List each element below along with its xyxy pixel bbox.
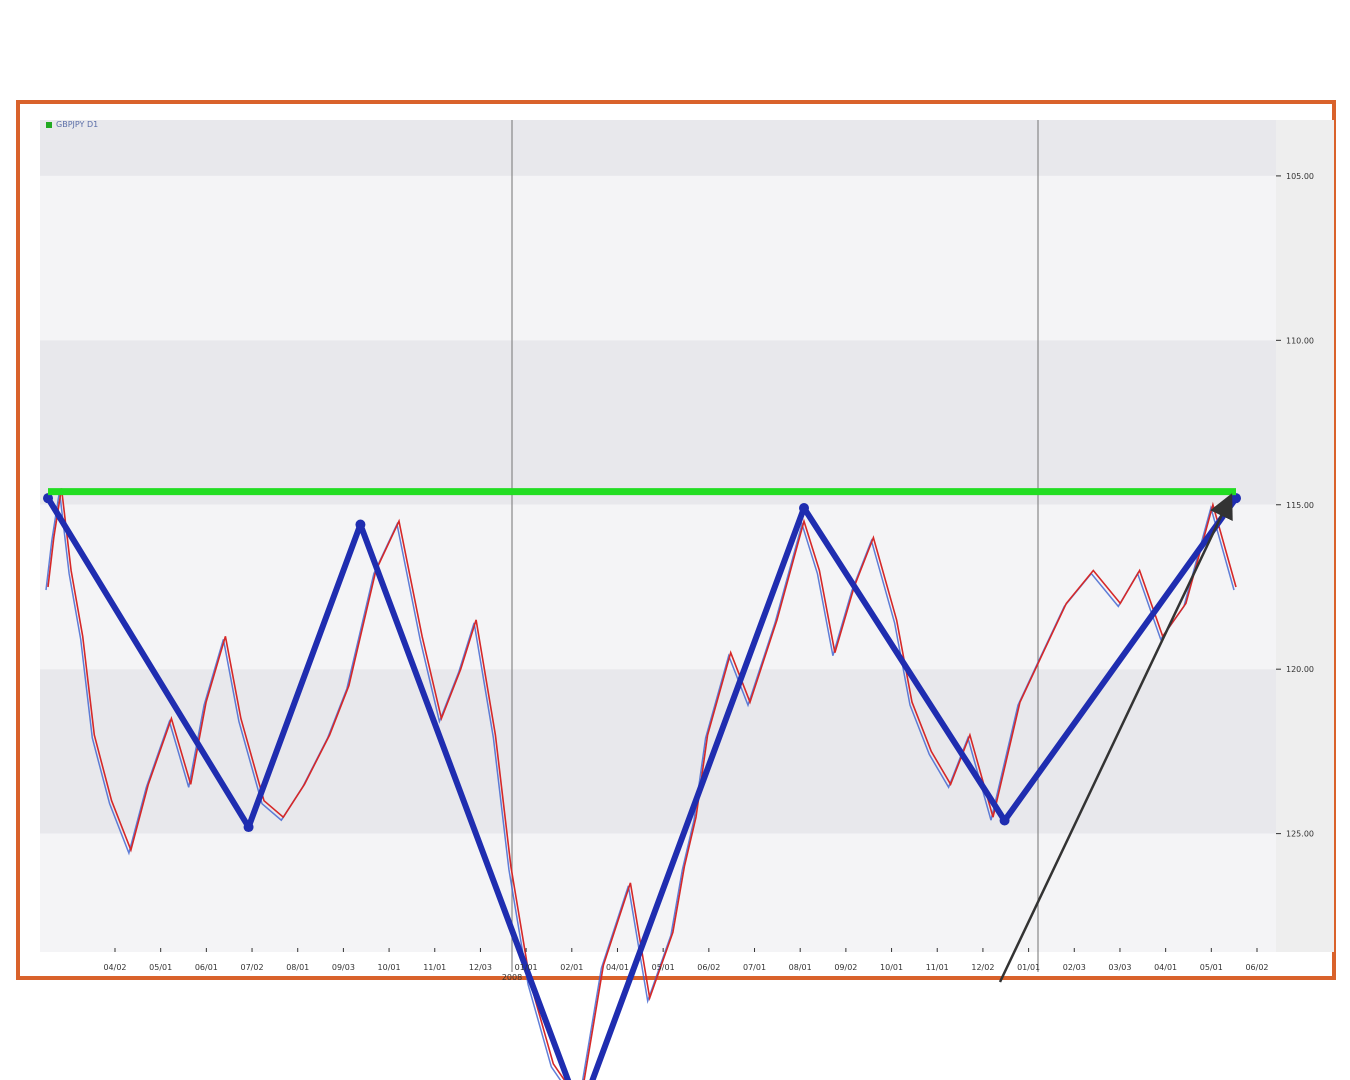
- x-tick-label: 09/03: [332, 963, 355, 972]
- legend-label: GBPJPY D1: [56, 120, 99, 129]
- zigzag-pivot: [355, 519, 366, 530]
- grid-band: [40, 120, 1276, 176]
- legend-swatch: [46, 121, 52, 128]
- x-tick-label: 08/01: [286, 963, 309, 972]
- x-tick-label: 02/03: [1063, 963, 1086, 972]
- x-tick-label: 03/03: [1108, 963, 1131, 972]
- x-tick-label: 12/03: [469, 963, 492, 972]
- price-line: [47, 488, 1237, 1080]
- x-tick-label: 10/01: [880, 963, 903, 972]
- year-label: 2008: [502, 973, 522, 982]
- grid-band: [40, 175, 1276, 341]
- grid-band: [40, 504, 1276, 670]
- x-tick-label: 01/01: [515, 963, 538, 972]
- zigzag-pivot: [999, 815, 1010, 826]
- x-tick-label: 07/02: [241, 963, 264, 972]
- y-tick-label: 110.00: [1286, 336, 1314, 345]
- grid-band: [40, 833, 1276, 952]
- x-tick-label: 04/02: [103, 963, 126, 972]
- x-tick-label: 02/01: [560, 963, 583, 972]
- x-tick-label: 04/01: [1154, 963, 1177, 972]
- x-tick-label: 05/01: [652, 963, 675, 972]
- x-tick-label: 06/02: [697, 963, 720, 972]
- x-tick-label: 07/01: [743, 963, 766, 972]
- y-tick-label: 125.00: [1286, 830, 1314, 839]
- price-line-blue: [45, 491, 1235, 1080]
- x-tick-label: 05/01: [149, 963, 172, 972]
- zigzag-pivot: [799, 503, 809, 514]
- zigzag-pivot: [43, 493, 53, 504]
- x-tick-label: 09/02: [834, 963, 857, 972]
- grid-band: [40, 340, 1276, 505]
- x-tick-label: 10/01: [378, 963, 401, 972]
- x-tick-label: 05/01: [1200, 963, 1223, 972]
- x-tick-label: 11/01: [926, 963, 949, 972]
- zigzag-pivot: [243, 822, 254, 833]
- x-tick-label: 04/01: [606, 963, 629, 972]
- x-tick-label: 06/01: [195, 963, 218, 972]
- zigzag-pivot: [1231, 493, 1241, 504]
- x-tick-label: 11/01: [423, 963, 446, 972]
- x-tick-label: 12/02: [971, 963, 994, 972]
- x-tick-label: 06/02: [1245, 963, 1268, 972]
- x-tick-label: 01/01: [1017, 963, 1040, 972]
- chart-legend: GBPJPY D1: [46, 120, 98, 129]
- pointer-arrow: [998, 493, 1233, 983]
- x-tick-label: 08/01: [789, 963, 812, 972]
- y-axis-panel: [1276, 120, 1334, 952]
- y-tick-label: 120.00: [1286, 665, 1314, 674]
- y-tick-label: 115.00: [1286, 501, 1314, 510]
- grid-band: [40, 669, 1276, 834]
- y-tick-label: 105.00: [1286, 172, 1314, 181]
